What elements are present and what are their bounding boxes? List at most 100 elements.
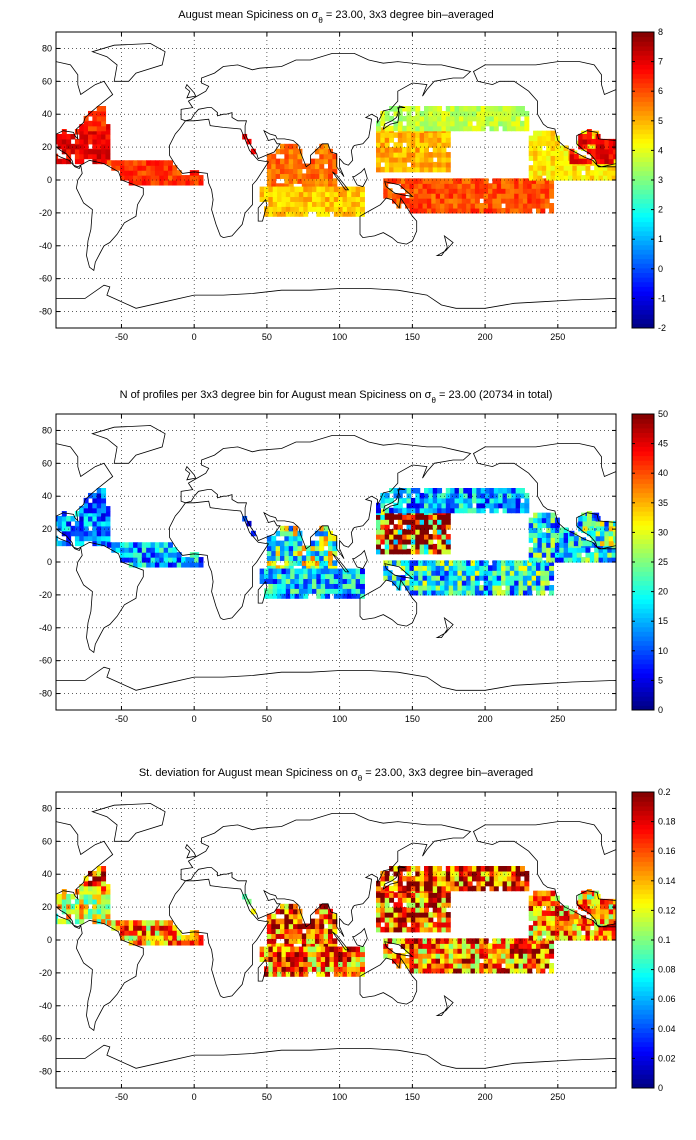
- data-bin: [402, 106, 408, 112]
- data-bin: [426, 948, 432, 954]
- data-bin: [426, 178, 432, 184]
- data-bin: [96, 885, 102, 892]
- data-bin: [441, 529, 447, 535]
- data-bin: [410, 548, 416, 555]
- data-bin: [111, 547, 117, 553]
- data-bin: [457, 580, 463, 586]
- data-bin: [154, 542, 160, 548]
- data-bin: [488, 183, 493, 189]
- data-bin: [483, 967, 489, 974]
- data-bin: [384, 916, 390, 923]
- data-bin: [105, 129, 111, 135]
- data-bin: [604, 525, 610, 532]
- data-bin: [284, 173, 290, 179]
- data-bin: [284, 143, 290, 150]
- data-bin: [106, 542, 112, 548]
- data-bin: [415, 534, 421, 540]
- data-bin: [79, 133, 85, 140]
- data-bin: [376, 166, 381, 173]
- data-bin: [527, 198, 533, 204]
- data-bin: [445, 885, 451, 892]
- data-bin: [506, 866, 512, 872]
- data-bin: [396, 953, 402, 959]
- data-bin: [546, 920, 552, 926]
- data-bin: [146, 542, 152, 548]
- colorbar-tick-label: 15: [658, 616, 668, 626]
- data-bin: [537, 557, 543, 563]
- data-bin: [569, 918, 575, 925]
- data-bin: [489, 110, 495, 117]
- data-bin: [501, 188, 507, 194]
- data-bin: [298, 211, 304, 217]
- data-bin: [501, 967, 507, 974]
- data-bin: [277, 956, 283, 962]
- data-bin: [424, 534, 429, 540]
- colorbar-swatch: [632, 562, 654, 568]
- data-bin: [101, 885, 107, 892]
- data-bin: [397, 548, 403, 555]
- data-bin: [563, 915, 569, 921]
- data-bin: [485, 110, 491, 117]
- data-bin: [293, 923, 299, 930]
- data-bin: [355, 961, 361, 967]
- data-bin: [389, 147, 395, 153]
- data-bin: [554, 552, 560, 558]
- x-tick-label: 50: [262, 714, 272, 724]
- data-bin: [480, 880, 486, 887]
- colorbar-swatch: [632, 314, 654, 320]
- data-bin: [585, 170, 591, 176]
- data-bin: [338, 971, 344, 977]
- data-bin: [472, 875, 477, 882]
- data-bin: [384, 921, 390, 928]
- data-bin: [92, 511, 98, 517]
- data-bin: [163, 165, 169, 171]
- data-bin: [271, 943, 277, 949]
- colorbar-swatch: [632, 594, 654, 600]
- data-bin: [88, 148, 93, 155]
- data-bin: [376, 132, 381, 138]
- data-bin: [307, 201, 313, 207]
- data-bin: [393, 926, 399, 933]
- data-bin: [426, 188, 432, 194]
- data-bin: [406, 502, 412, 509]
- data-bin: [314, 183, 320, 189]
- landmass: [91, 425, 166, 464]
- data-bin: [444, 198, 450, 204]
- data-bin: [92, 120, 98, 127]
- data-bin: [576, 552, 582, 558]
- data-bin: [266, 540, 272, 547]
- data-bin: [360, 568, 365, 575]
- data-bin: [467, 125, 473, 132]
- data-bin: [595, 913, 601, 920]
- data-bin: [332, 540, 338, 547]
- data-bin: [514, 953, 520, 959]
- data-bin: [338, 956, 344, 962]
- data-bin: [413, 953, 419, 959]
- data-bin: [389, 132, 395, 138]
- data-bin: [400, 193, 406, 199]
- data-bin: [480, 488, 486, 494]
- data-bin: [303, 573, 309, 580]
- data-bin: [400, 178, 406, 184]
- data-bin: [448, 575, 454, 581]
- data-bin: [293, 525, 299, 532]
- data-bin: [488, 203, 493, 209]
- data-bin: [540, 953, 546, 959]
- data-bin: [554, 140, 560, 147]
- data-bin: [319, 530, 325, 537]
- data-bin: [298, 201, 304, 207]
- data-bin: [509, 948, 515, 954]
- data-bin: [514, 580, 520, 586]
- data-bin: [303, 206, 309, 212]
- data-bin: [338, 186, 344, 193]
- data-bin: [128, 935, 134, 941]
- data-bin: [488, 570, 493, 576]
- data-bin: [441, 875, 447, 882]
- data-bin: [56, 515, 59, 522]
- data-bin: [88, 125, 93, 132]
- colorbar-tick-label: 0.1: [658, 935, 671, 945]
- data-bin: [426, 570, 432, 576]
- data-bin: [522, 967, 528, 974]
- data-bin: [111, 925, 117, 931]
